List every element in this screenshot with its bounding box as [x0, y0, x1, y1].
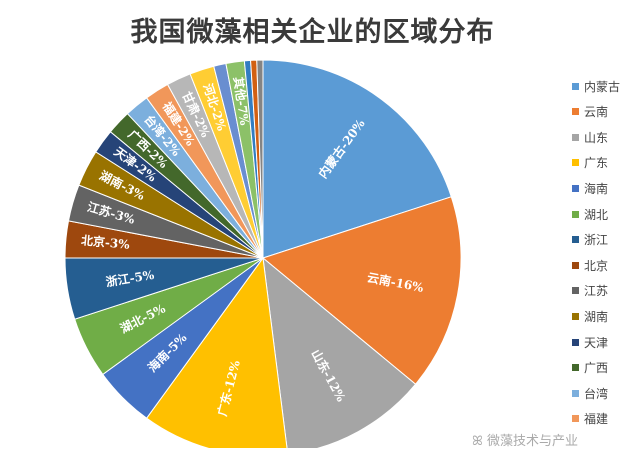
- legend-item: 广东: [572, 155, 608, 171]
- legend-label: 浙江: [584, 233, 609, 248]
- legend-label: 福建: [584, 412, 609, 427]
- legend-label: 北京: [584, 258, 609, 273]
- watermark: ꕤ 微藻技术与产业: [472, 430, 578, 449]
- legend-item: 内蒙古: [572, 78, 620, 94]
- pie-slice: [262, 59, 452, 259]
- legend-item: 北京: [572, 257, 608, 273]
- legend-label: 广东: [584, 156, 609, 171]
- slice-label: 北京-3%: [80, 232, 131, 252]
- legend-label: 天津: [584, 335, 609, 350]
- pie-slice: [261, 196, 462, 385]
- legend-label: 内蒙古: [584, 79, 621, 94]
- legend-label: 云南: [584, 105, 609, 120]
- legend-label: 湖南: [584, 309, 609, 324]
- legend-swatch: [572, 210, 579, 218]
- legend-label: 江苏: [584, 284, 609, 299]
- legend-label: 山东: [584, 130, 609, 145]
- watermark-text: 微藻技术与产业: [486, 434, 578, 449]
- legend-swatch: [572, 133, 579, 141]
- legend-swatch: [572, 415, 579, 423]
- legend-swatch: [572, 159, 579, 167]
- legend-item: 海南: [572, 180, 608, 196]
- legend-label: 台湾: [584, 386, 609, 401]
- chart-title: 我国微藻相关企业的区域分布: [130, 17, 495, 48]
- legend-item: 江苏: [572, 283, 608, 299]
- legend-label: 海南: [584, 181, 609, 196]
- wechat-icon: ꕤ: [472, 434, 487, 449]
- legend-label: 湖北: [584, 207, 609, 222]
- legend-swatch: [572, 287, 579, 295]
- pie-slices: [64, 59, 462, 448]
- legend-label: 广西: [584, 361, 609, 376]
- legend-swatch: [572, 82, 579, 90]
- legend-item: 广西: [572, 360, 608, 376]
- legend-swatch: [572, 261, 579, 269]
- legend-item: 山东: [572, 129, 608, 145]
- legend-item: 台湾: [572, 385, 608, 401]
- legend-item: 福建: [572, 411, 608, 427]
- legend-swatch: [572, 364, 579, 372]
- legend-item: 湖南: [572, 308, 608, 324]
- pie-slice: [256, 59, 264, 259]
- legend-item: 云南: [572, 104, 608, 120]
- legend-swatch: [572, 338, 579, 346]
- legend-swatch: [572, 108, 579, 116]
- pie-slice: [145, 256, 288, 448]
- legend-item: 浙江: [572, 232, 608, 248]
- legend-item: 湖北: [572, 206, 608, 222]
- legend-swatch: [572, 389, 579, 397]
- legend-item: 天津: [572, 334, 608, 350]
- legend-swatch: [572, 236, 579, 244]
- slice-label: 其他-7%: [231, 76, 253, 127]
- legend-swatch: [572, 184, 579, 192]
- legend-swatch: [572, 312, 579, 320]
- pie-slice: [262, 256, 417, 448]
